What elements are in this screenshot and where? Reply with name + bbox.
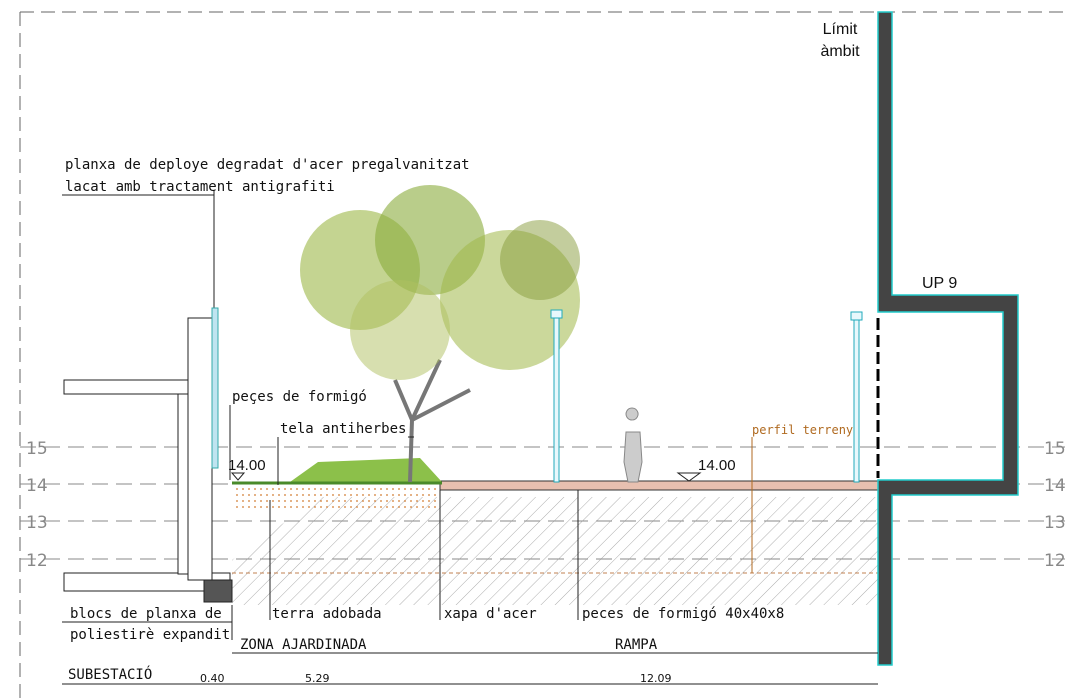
level-marker [230, 472, 246, 481]
dimension-value: 5.29 [305, 672, 330, 685]
level-label: 12 [26, 551, 48, 571]
annotation: perfil terreny [752, 423, 853, 437]
leaders [62, 194, 878, 685]
zone-label: ZONA AJARDINADA [240, 637, 367, 653]
level-label: 14 [1044, 476, 1065, 496]
boundary-wall [877, 11, 1019, 666]
level-label: 12 [1044, 551, 1065, 571]
elevation: 14.00 [698, 457, 736, 474]
elevation: 14.00 [228, 457, 266, 474]
level-label: 13 [26, 513, 48, 533]
zone-label: RAMPA [615, 637, 658, 653]
dimension-value: 12.09 [640, 672, 672, 685]
ground-hatch [232, 497, 878, 605]
annotation: planxa de deploye degradat d'acer pregal… [65, 157, 470, 173]
annotation: peçes de formigó [232, 389, 367, 405]
annotation: poliestirè expandit [70, 627, 230, 643]
boundary-label: Límit [823, 21, 858, 38]
level-label: 13 [1044, 513, 1065, 533]
level-marker [676, 472, 702, 482]
boundary-label: àmbit [820, 43, 860, 60]
building [63, 190, 233, 603]
annotation: lacat amb tractament antigrafiti [65, 179, 335, 195]
annotation: terra adobada [272, 606, 382, 622]
zone-tag: UP 9 [922, 275, 957, 292]
soil [232, 487, 440, 510]
tree [300, 185, 580, 483]
level-label: 15 [1044, 439, 1065, 459]
mound [290, 458, 442, 482]
level-label: 14 [26, 476, 48, 496]
annotation: tela antiherbes [280, 421, 406, 437]
annotation: blocs de planxa de [70, 606, 222, 622]
person [623, 407, 643, 483]
annotation: xapa d'acer [444, 606, 537, 622]
annotation: peces de formigó 40x40x8 [582, 606, 784, 622]
dimension-value: 0.40 [200, 672, 225, 685]
dimension-label: SUBESTACIÓ [68, 665, 152, 683]
lamps [550, 309, 863, 483]
ramp-paving [439, 480, 879, 491]
level-label: 15 [26, 439, 48, 459]
